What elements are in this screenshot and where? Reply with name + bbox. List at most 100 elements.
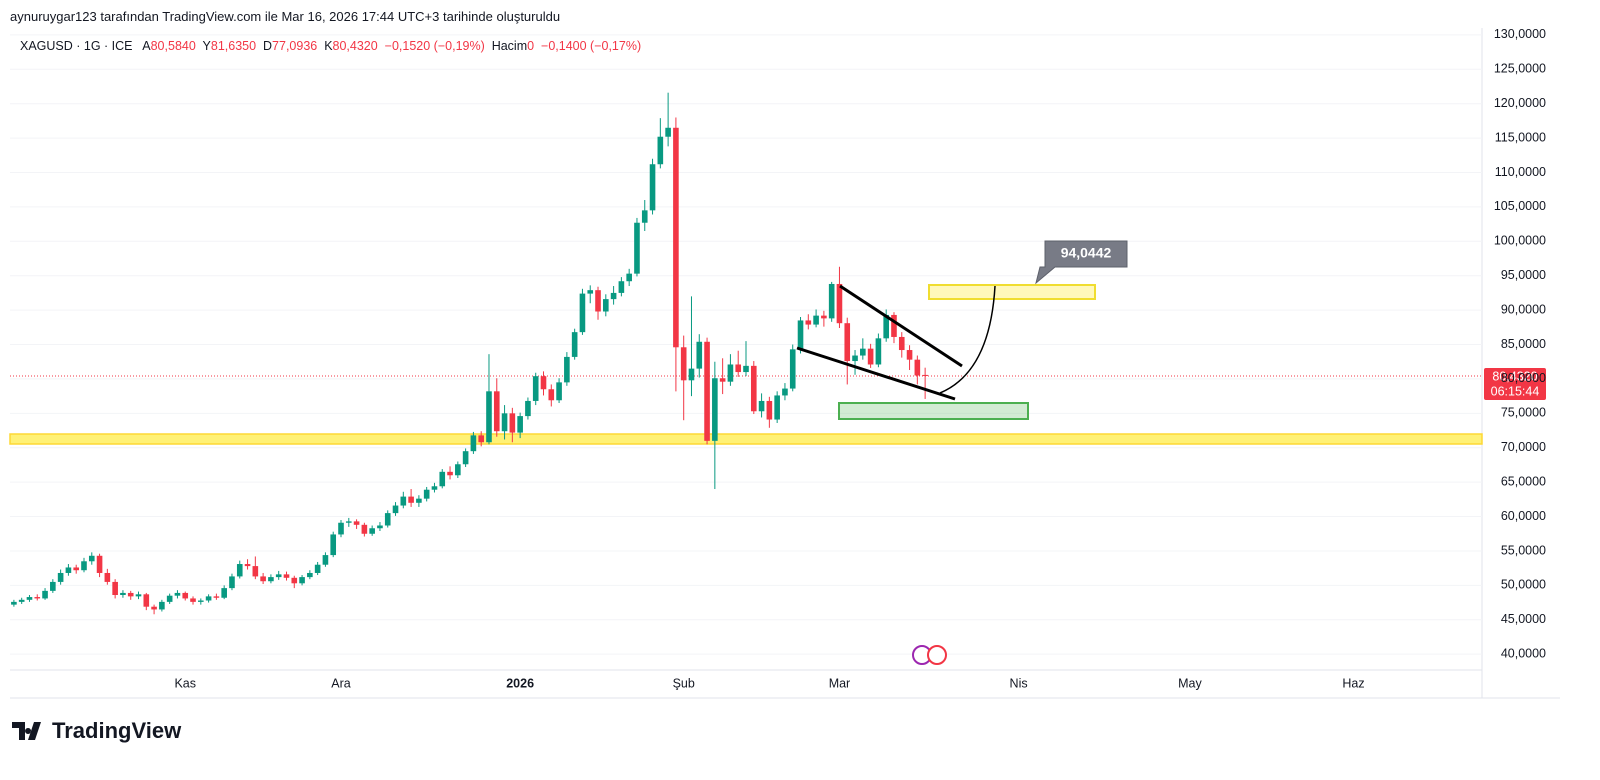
candle-body xyxy=(244,564,251,567)
candle-body xyxy=(205,596,212,601)
candle-body xyxy=(735,364,742,373)
high-label: Y xyxy=(202,39,211,53)
candle-body xyxy=(345,521,352,523)
low-value: 77,0936 xyxy=(272,39,318,53)
brand: TradingView xyxy=(12,718,181,744)
target-zone[interactable] xyxy=(928,284,1096,300)
candle-body xyxy=(166,595,173,602)
candle-body xyxy=(236,564,243,577)
candle-body xyxy=(221,588,227,598)
candle-body xyxy=(377,525,383,529)
candle-body xyxy=(641,210,648,223)
candle-body xyxy=(57,572,64,582)
y-tick-label: 70,0000 xyxy=(1501,440,1546,454)
candle-body xyxy=(665,127,671,137)
candle-body xyxy=(361,524,368,534)
candle-body xyxy=(182,592,189,599)
y-tick-label: 110,0000 xyxy=(1495,165,1546,179)
candle-body xyxy=(821,315,827,319)
y-tick-label: 100,0000 xyxy=(1494,234,1546,248)
candle-body xyxy=(540,376,547,390)
candle-body xyxy=(26,597,33,600)
candle-body xyxy=(828,283,835,319)
candle-body xyxy=(96,555,103,573)
candle-body xyxy=(470,435,477,452)
candle-body xyxy=(595,290,601,312)
x-tick-label: 2026 xyxy=(506,676,534,690)
candle-body xyxy=(657,136,664,165)
countdown: 06:15:44 xyxy=(1491,384,1540,398)
candle-body xyxy=(42,590,48,599)
candle-body xyxy=(704,341,710,441)
y-tick-label: 65,0000 xyxy=(1501,474,1546,488)
y-tick-label: 45,0000 xyxy=(1501,612,1546,626)
candle-body xyxy=(291,577,298,584)
candle-body xyxy=(439,471,446,487)
candle-body xyxy=(431,486,438,490)
candle-body xyxy=(875,338,882,365)
candle-body xyxy=(50,581,56,591)
close-label: K xyxy=(324,39,333,53)
candle-body xyxy=(844,323,851,362)
candle-body xyxy=(758,400,765,412)
candle-body xyxy=(797,320,804,350)
candle-body xyxy=(330,534,337,556)
candle-body xyxy=(213,596,220,598)
brand-icon xyxy=(12,722,41,740)
close-value: 80,4320 xyxy=(332,39,378,53)
candle-body xyxy=(774,395,780,420)
x-tick-label: Nis xyxy=(1010,676,1028,690)
candle-body xyxy=(143,594,150,607)
candle-body xyxy=(18,599,25,602)
candle-body xyxy=(229,576,235,589)
open-label: A xyxy=(142,39,151,53)
candle-body xyxy=(462,451,469,465)
candle-body xyxy=(610,292,617,300)
candle-body xyxy=(883,314,889,339)
candle-body xyxy=(190,598,196,602)
candle-body xyxy=(712,378,718,441)
attribution: aynuruygar123 tarafından TradingView.com… xyxy=(10,9,561,24)
candle-body xyxy=(782,388,788,396)
trendline-upper[interactable] xyxy=(839,284,963,368)
candle-body xyxy=(525,400,531,417)
candle-body xyxy=(579,293,586,333)
buy-zone[interactable] xyxy=(838,402,1029,420)
event-icon[interactable] xyxy=(927,645,947,665)
candle-body xyxy=(151,606,157,610)
volume-change: −0,1400 (−0,17%) xyxy=(541,39,642,53)
candle-body xyxy=(688,368,695,381)
candle-body xyxy=(556,382,562,401)
candle-body xyxy=(836,283,843,324)
projection-arc[interactable] xyxy=(939,285,996,394)
candle-body xyxy=(891,314,897,337)
y-tick-label: 95,0000 xyxy=(1501,268,1546,282)
y-tick-label: 60,0000 xyxy=(1501,509,1546,523)
candle-body xyxy=(867,348,874,365)
target-callout[interactable] xyxy=(1035,240,1128,285)
support-band[interactable] xyxy=(9,433,1483,445)
candle-body xyxy=(696,341,703,369)
x-tick-label: Şub xyxy=(673,676,695,690)
price-tag xyxy=(1484,368,1546,400)
candle-body xyxy=(65,567,72,573)
candle-body xyxy=(509,413,516,433)
candle-body xyxy=(88,555,95,562)
candle-body xyxy=(532,376,539,401)
symbol[interactable]: XAGUSD · 1G · ICE xyxy=(20,39,133,53)
candle-body xyxy=(517,416,523,433)
brand-name: TradingView xyxy=(52,718,182,743)
candle-body xyxy=(447,471,453,476)
volume-label: Hacim xyxy=(491,39,528,53)
candle-body xyxy=(104,572,111,582)
candle-body xyxy=(603,299,609,312)
y-tick-label: 75,0000 xyxy=(1501,406,1546,420)
legend: XAGUSD · 1G · ICE A80,5840 Y81,6350 D77,… xyxy=(20,39,641,53)
y-tick-label: 130,0000 xyxy=(1494,27,1546,41)
candle-body xyxy=(634,222,640,274)
candle-body xyxy=(338,522,344,535)
x-tick-label: Mar xyxy=(829,676,851,690)
y-tick-label: 115,0000 xyxy=(1495,130,1546,144)
y-tick-label: 105,0000 xyxy=(1494,199,1546,213)
trendline-lower[interactable] xyxy=(796,346,956,401)
